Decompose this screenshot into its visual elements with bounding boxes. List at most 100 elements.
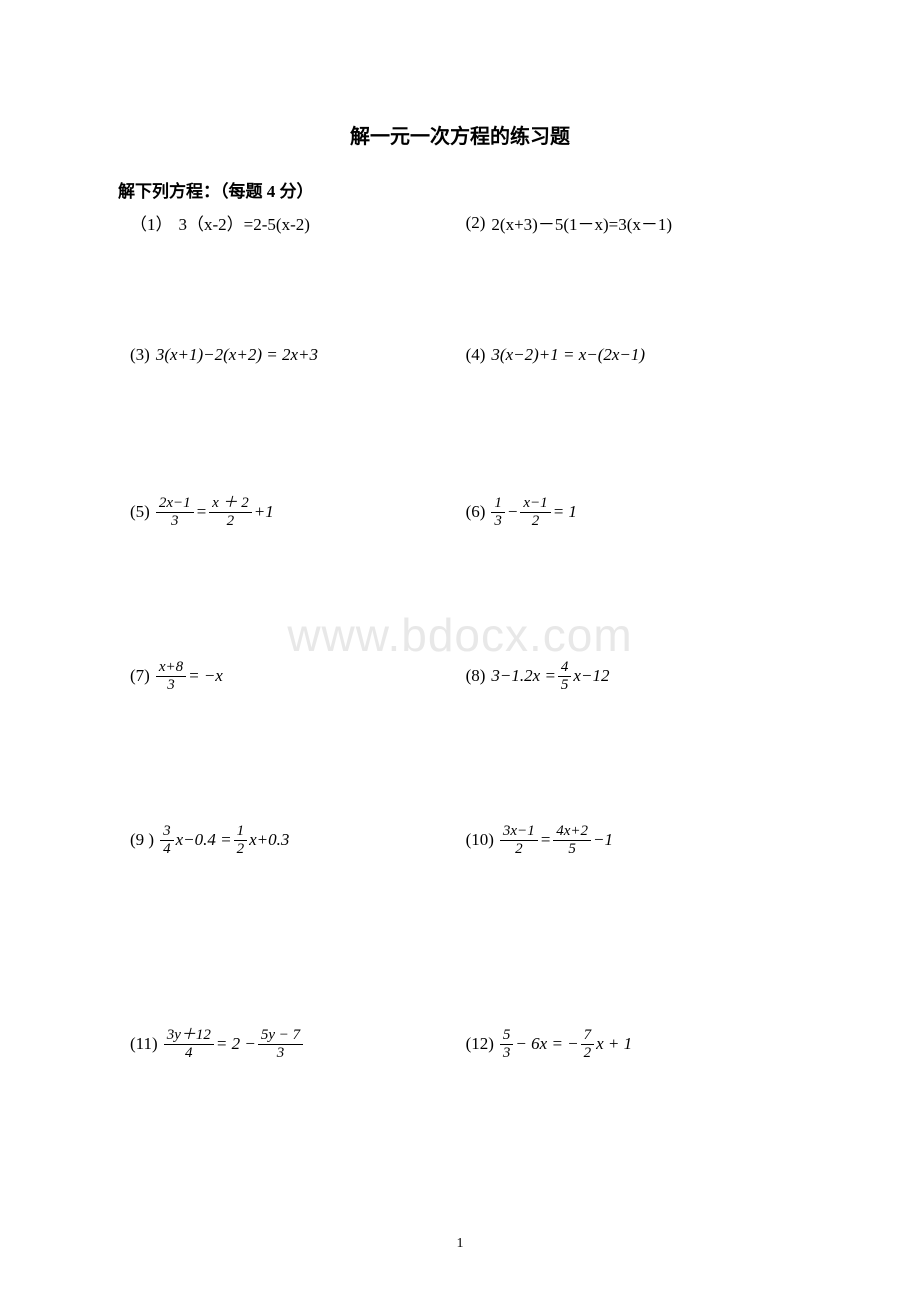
problem-num: (5) <box>130 502 150 522</box>
problem-num: (9 ) <box>130 830 154 850</box>
problem-2: (2) 2(x+3)－5(1－x)=3(x－1) <box>446 210 820 235</box>
denominator: 2 <box>224 513 238 530</box>
problem-8: (8) 3−1.2x = 4 5 x−12 <box>446 659 820 693</box>
fraction: 1 2 <box>234 823 248 857</box>
numerator: 1 <box>491 495 505 513</box>
problem-num: (4) <box>466 345 486 365</box>
denominator: 5 <box>558 677 572 694</box>
fraction: 3y＋12 4 <box>164 1027 214 1061</box>
fraction: 5y − 7 3 <box>258 1027 303 1061</box>
page-number: 1 <box>0 1236 920 1252</box>
expr-tail: x + 1 <box>596 1034 632 1054</box>
operator: = <box>540 830 551 850</box>
fraction: x+8 3 <box>156 659 186 693</box>
problem-num: (7) <box>130 666 150 686</box>
fraction: 3 4 <box>160 823 174 857</box>
fraction: 2x−1 3 <box>156 495 194 529</box>
denominator: 4 <box>160 841 174 858</box>
fraction: 7 2 <box>581 1027 595 1061</box>
problem-12: (12) 5 3 − 6x = − 7 2 x + 1 <box>446 1027 820 1061</box>
numerator: 3x−1 <box>500 823 538 841</box>
problem-row-3: (5) 2x−1 3 = x ＋ 2 2 +1 (6) 1 3 <box>100 495 820 529</box>
problem-expr: 3（x-2）=2-5(x-2) <box>179 210 310 235</box>
denominator: 4 <box>182 1045 196 1062</box>
fraction: 4x+2 5 <box>553 823 591 857</box>
denominator: 2 <box>234 841 248 858</box>
problem-num: (10) <box>466 830 494 850</box>
numerator: 5 <box>500 1027 514 1045</box>
denominator: 3 <box>500 1045 514 1062</box>
denominator: 3 <box>491 513 505 530</box>
problem-num: (2) <box>466 213 486 233</box>
problem-num: (3) <box>130 345 150 365</box>
expr-mid: x−0.4 = <box>176 830 232 850</box>
expr-tail: −1 <box>593 830 613 850</box>
numerator: 1 <box>234 823 248 841</box>
problem-6: (6) 1 3 − x−1 2 = 1 <box>446 495 820 529</box>
page-content: 解一元一次方程的练习题 解下列方程：（每题 4 分） （1） 3（x-2）=2-… <box>0 0 920 1211</box>
problem-row-2: (3) 3(x+1)−2(x+2) = 2x+3 (4) 3(x−2)+1 = … <box>100 345 820 365</box>
denominator: 3 <box>168 513 182 530</box>
problem-10: (10) 3x−1 2 = 4x+2 5 −1 <box>446 823 820 857</box>
problem-expr: 1 3 − x−1 2 = 1 <box>491 495 577 529</box>
problem-num: (11) <box>130 1034 158 1054</box>
expr-tail: = 1 <box>553 502 577 522</box>
problem-num: (8) <box>466 666 486 686</box>
problem-num: （1） <box>130 210 173 235</box>
denominator: 2 <box>512 841 526 858</box>
problem-4: (4) 3(x−2)+1 = x−(2x−1) <box>446 345 820 365</box>
fraction: x ＋ 2 2 <box>209 495 252 529</box>
instructions: 解下列方程：（每题 4 分） <box>118 177 820 202</box>
problem-11: (11) 3y＋12 4 = 2 − 5y − 7 3 <box>100 1027 446 1061</box>
problem-expr: 3 4 x−0.4 = 1 2 x+0.3 <box>160 823 289 857</box>
expr-tail: x−12 <box>573 666 609 686</box>
numerator: 3y＋12 <box>164 1027 214 1045</box>
numerator: x+8 <box>156 659 186 677</box>
fraction: x−1 2 <box>520 495 550 529</box>
operator: = <box>196 502 207 522</box>
expr-pre: 3−1.2x = <box>491 666 556 686</box>
fraction: 1 3 <box>491 495 505 529</box>
fraction: 3x−1 2 <box>500 823 538 857</box>
problem-expr: 2x−1 3 = x ＋ 2 2 +1 <box>156 495 274 529</box>
problem-num: (12) <box>466 1034 494 1054</box>
numerator: 4 <box>558 659 572 677</box>
denominator: 3 <box>274 1045 288 1062</box>
problem-5: (5) 2x−1 3 = x ＋ 2 2 +1 <box>100 495 446 529</box>
numerator: 5y − 7 <box>258 1027 303 1045</box>
page-title: 解一元一次方程的练习题 <box>100 120 820 149</box>
problem-row-5: (9 ) 3 4 x−0.4 = 1 2 x+0.3 (10) 3x−1 2 <box>100 823 820 857</box>
denominator: 5 <box>565 841 579 858</box>
problem-expr: 3x−1 2 = 4x+2 5 −1 <box>500 823 613 857</box>
problem-row-4: (7) x+8 3 = −x (8) 3−1.2x = 4 5 x−12 <box>100 659 820 693</box>
problem-num: (6) <box>466 502 486 522</box>
problem-9: (9 ) 3 4 x−0.4 = 1 2 x+0.3 <box>100 823 446 857</box>
denominator: 2 <box>529 513 543 530</box>
fraction: 5 3 <box>500 1027 514 1061</box>
operator: = 2 − <box>216 1034 256 1054</box>
problem-3: (3) 3(x+1)−2(x+2) = 2x+3 <box>100 345 446 365</box>
problem-expr: 3(x−2)+1 = x−(2x−1) <box>491 345 645 365</box>
problem-expr: 2(x+3)－5(1－x)=3(x－1) <box>491 210 672 235</box>
problem-expr: 3−1.2x = 4 5 x−12 <box>491 659 609 693</box>
problem-expr: 3(x+1)−2(x+2) = 2x+3 <box>156 345 318 365</box>
denominator: 3 <box>164 677 178 694</box>
problem-7: (7) x+8 3 = −x <box>100 659 446 693</box>
fraction: 4 5 <box>558 659 572 693</box>
operator: − 6x = − <box>515 1034 578 1054</box>
numerator: x ＋ 2 <box>209 495 252 513</box>
operator: − <box>507 502 518 522</box>
denominator: 2 <box>581 1045 595 1062</box>
expr-tail: +1 <box>254 502 274 522</box>
numerator: 4x+2 <box>553 823 591 841</box>
numerator: 3 <box>160 823 174 841</box>
problem-expr: 3y＋12 4 = 2 − 5y − 7 3 <box>164 1027 303 1061</box>
numerator: 7 <box>581 1027 595 1045</box>
numerator: 2x−1 <box>156 495 194 513</box>
problem-expr: 5 3 − 6x = − 7 2 x + 1 <box>500 1027 632 1061</box>
expr-tail: = −x <box>188 666 223 686</box>
problem-1: （1） 3（x-2）=2-5(x-2) <box>100 210 446 235</box>
expr-tail: x+0.3 <box>249 830 289 850</box>
problem-row-6: (11) 3y＋12 4 = 2 − 5y − 7 3 (12) 5 3 <box>100 1027 820 1061</box>
problem-expr: x+8 3 = −x <box>156 659 223 693</box>
